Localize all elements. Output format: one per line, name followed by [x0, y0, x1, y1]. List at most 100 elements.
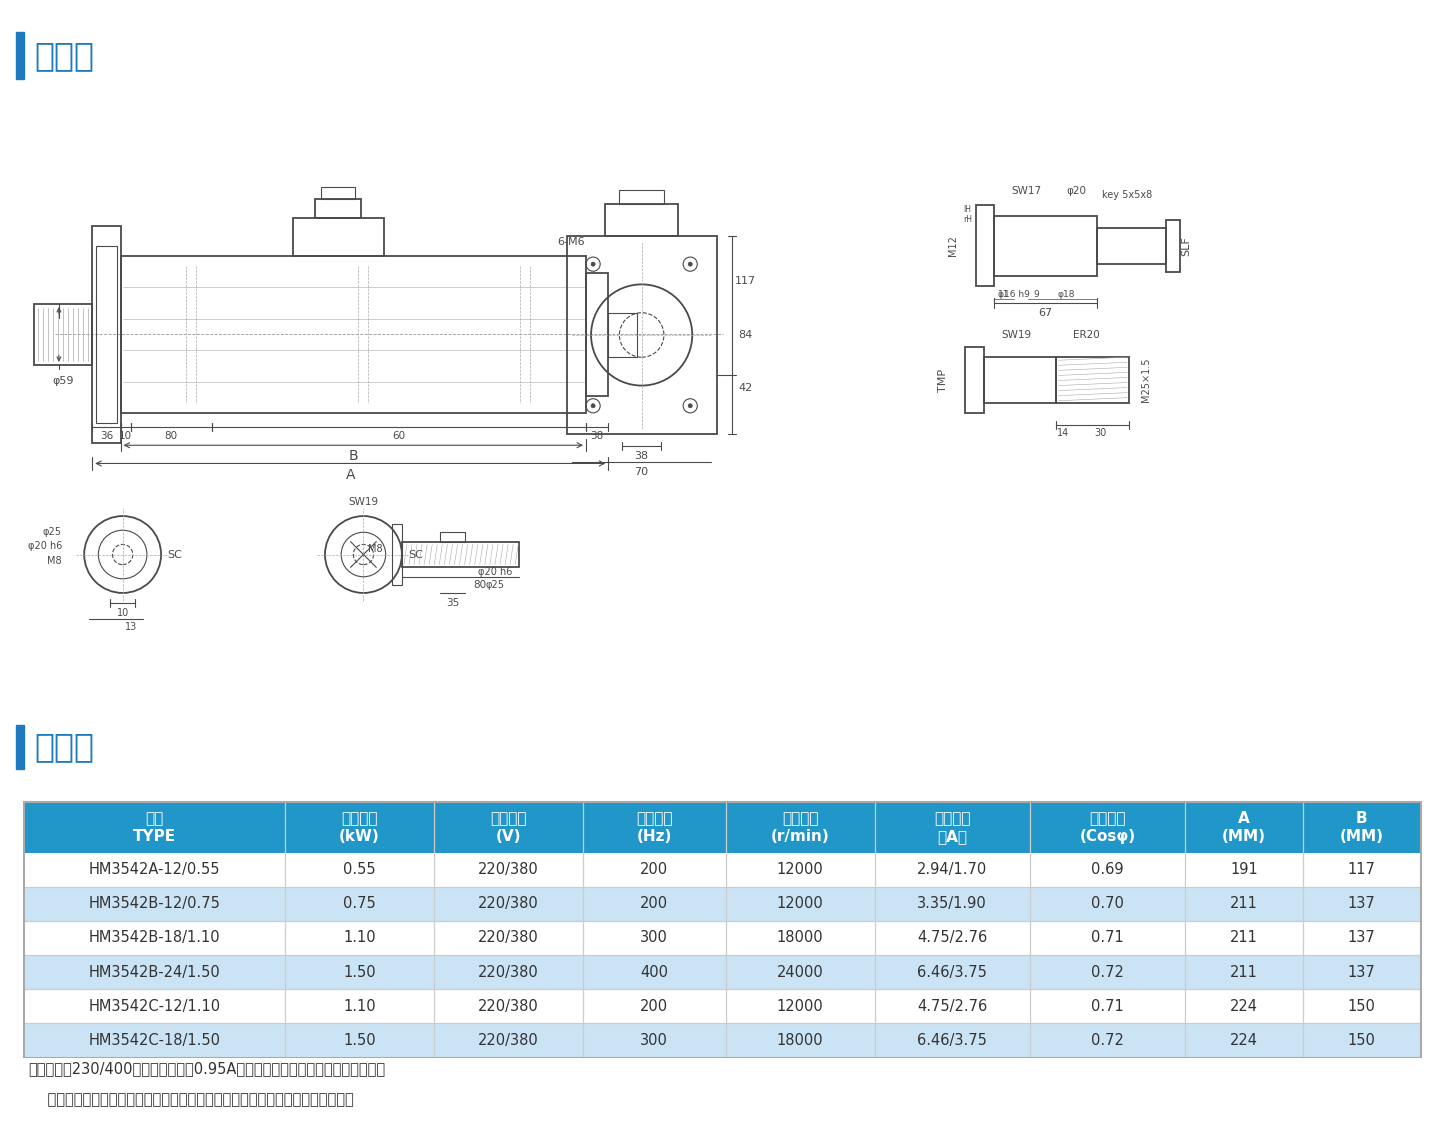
Text: 1.10: 1.10: [344, 999, 375, 1014]
Bar: [440, 532, 464, 542]
Text: B: B: [348, 449, 358, 463]
Bar: [1057, 358, 1129, 403]
Text: 24000: 24000: [777, 964, 824, 980]
Text: M8: M8: [47, 556, 62, 566]
Text: 220/380: 220/380: [479, 897, 539, 911]
Text: 42: 42: [739, 382, 754, 393]
Text: (V): (V): [496, 829, 521, 844]
Text: SC: SC: [408, 549, 423, 559]
Text: 11: 11: [998, 290, 1009, 299]
Text: 14: 14: [1057, 429, 1070, 438]
Text: （A）: （A）: [938, 829, 968, 844]
Text: 12000: 12000: [777, 999, 824, 1014]
Text: 12000: 12000: [777, 862, 824, 878]
Text: 38: 38: [591, 431, 604, 441]
Text: 0.69: 0.69: [1091, 862, 1123, 878]
Text: 10: 10: [116, 609, 129, 619]
Text: 0.55: 0.55: [344, 862, 375, 878]
Bar: [96, 246, 116, 423]
Text: 38: 38: [634, 451, 649, 461]
Text: 0.72: 0.72: [1091, 1033, 1123, 1047]
Bar: [24, 955, 1421, 989]
Text: φ20 h6: φ20 h6: [477, 567, 512, 577]
Text: 36: 36: [99, 431, 114, 441]
Text: (kW): (kW): [339, 829, 380, 844]
Bar: [292, 217, 384, 256]
Text: 200: 200: [640, 897, 669, 911]
Bar: [24, 802, 1421, 853]
Bar: [121, 256, 587, 413]
Text: 0.72: 0.72: [1091, 964, 1123, 980]
Bar: [608, 313, 637, 358]
Text: 200: 200: [640, 862, 669, 878]
Bar: [965, 348, 984, 413]
Bar: [24, 921, 1421, 955]
Bar: [24, 886, 1421, 921]
Text: 300: 300: [640, 1033, 669, 1047]
Text: 额定功率: 额定功率: [341, 811, 378, 826]
Text: (r/min): (r/min): [771, 829, 830, 844]
Text: φ16 h9: φ16 h9: [998, 290, 1030, 299]
Text: φ20: φ20: [1067, 187, 1087, 196]
Text: A: A: [345, 468, 355, 482]
Circle shape: [689, 404, 692, 407]
Text: 9: 9: [1034, 290, 1040, 299]
Text: 额定电压: 额定电压: [490, 811, 526, 826]
Text: 一般情况下，接线盒固定在正面位置，如有特殊要求，也可定制固定于两侧面。: 一般情况下，接线盒固定在正面位置，如有特殊要求，也可定制固定于两侧面。: [29, 1092, 354, 1107]
Text: 150: 150: [1347, 999, 1376, 1014]
Text: φ18: φ18: [1058, 290, 1076, 299]
Bar: [567, 236, 716, 433]
Bar: [391, 524, 401, 585]
Bar: [587, 273, 608, 396]
Text: 0.71: 0.71: [1091, 999, 1123, 1014]
Text: 84: 84: [739, 330, 754, 340]
Text: 4.75/2.76: 4.75/2.76: [917, 999, 988, 1014]
Text: 117: 117: [1347, 862, 1376, 878]
Text: 0.75: 0.75: [344, 897, 375, 911]
Text: 400: 400: [640, 964, 669, 980]
Text: 200: 200: [640, 999, 669, 1014]
Text: 6.46/3.75: 6.46/3.75: [917, 1033, 986, 1047]
Text: 0.70: 0.70: [1091, 897, 1123, 911]
Text: 注：电压为230/400时，电流应调高0.95A，如需应用更高频率，请联系工程部；: 注：电压为230/400时，电流应调高0.95A，如需应用更高频率，请联系工程部…: [29, 1061, 385, 1077]
Text: 191: 191: [1229, 862, 1258, 878]
Text: 功率因数: 功率因数: [1089, 811, 1126, 826]
Text: 220/380: 220/380: [479, 1033, 539, 1047]
Text: 额定电流: 额定电流: [933, 811, 971, 826]
Bar: [24, 989, 1421, 1024]
Text: 3.35/1.90: 3.35/1.90: [917, 897, 986, 911]
Text: 211: 211: [1229, 964, 1258, 980]
Bar: [401, 542, 519, 567]
Text: SW19: SW19: [348, 497, 378, 507]
Text: (MM): (MM): [1340, 829, 1383, 844]
Text: TMP: TMP: [938, 368, 948, 391]
Text: 6-M6: 6-M6: [558, 237, 585, 246]
Text: 80: 80: [473, 579, 486, 590]
Text: 1.50: 1.50: [344, 964, 375, 980]
Text: 117: 117: [735, 276, 756, 286]
Text: M25×1.5: M25×1.5: [1140, 358, 1150, 403]
Text: 224: 224: [1229, 999, 1258, 1014]
Text: HM3542B-18/1.10: HM3542B-18/1.10: [89, 930, 220, 945]
Text: 150: 150: [1347, 1033, 1376, 1047]
Text: 220/380: 220/380: [479, 862, 539, 878]
Text: φ20 h6: φ20 h6: [27, 541, 62, 551]
Text: 0.71: 0.71: [1091, 930, 1123, 945]
Text: (MM): (MM): [1222, 829, 1265, 844]
Text: 型号: 型号: [145, 811, 164, 826]
Bar: [994, 216, 1097, 277]
Text: 1.50: 1.50: [344, 1033, 375, 1047]
Text: 同步转速: 同步转速: [782, 811, 818, 826]
Circle shape: [591, 262, 595, 267]
Text: TYPE: TYPE: [134, 829, 177, 844]
Text: 300: 300: [640, 930, 669, 945]
Text: ER20: ER20: [1073, 330, 1100, 340]
Text: 67: 67: [1038, 308, 1053, 317]
Circle shape: [591, 404, 595, 407]
Text: HM3542C-18/1.50: HM3542C-18/1.50: [89, 1033, 221, 1047]
Text: SW17: SW17: [1011, 187, 1041, 196]
Text: 220/380: 220/380: [479, 930, 539, 945]
Bar: [975, 206, 994, 287]
Bar: [321, 187, 355, 199]
Text: 137: 137: [1347, 897, 1376, 911]
